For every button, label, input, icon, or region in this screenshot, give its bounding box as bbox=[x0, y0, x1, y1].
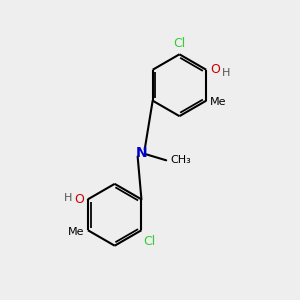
Text: H: H bbox=[64, 193, 73, 203]
Text: Cl: Cl bbox=[173, 38, 186, 50]
Text: N: N bbox=[135, 146, 147, 160]
Text: Cl: Cl bbox=[143, 235, 155, 248]
Text: O: O bbox=[210, 63, 220, 76]
Text: O: O bbox=[74, 193, 84, 206]
Text: H: H bbox=[221, 68, 230, 78]
Text: Me: Me bbox=[210, 97, 226, 107]
Text: Me: Me bbox=[68, 227, 84, 237]
Text: CH₃: CH₃ bbox=[170, 155, 191, 165]
